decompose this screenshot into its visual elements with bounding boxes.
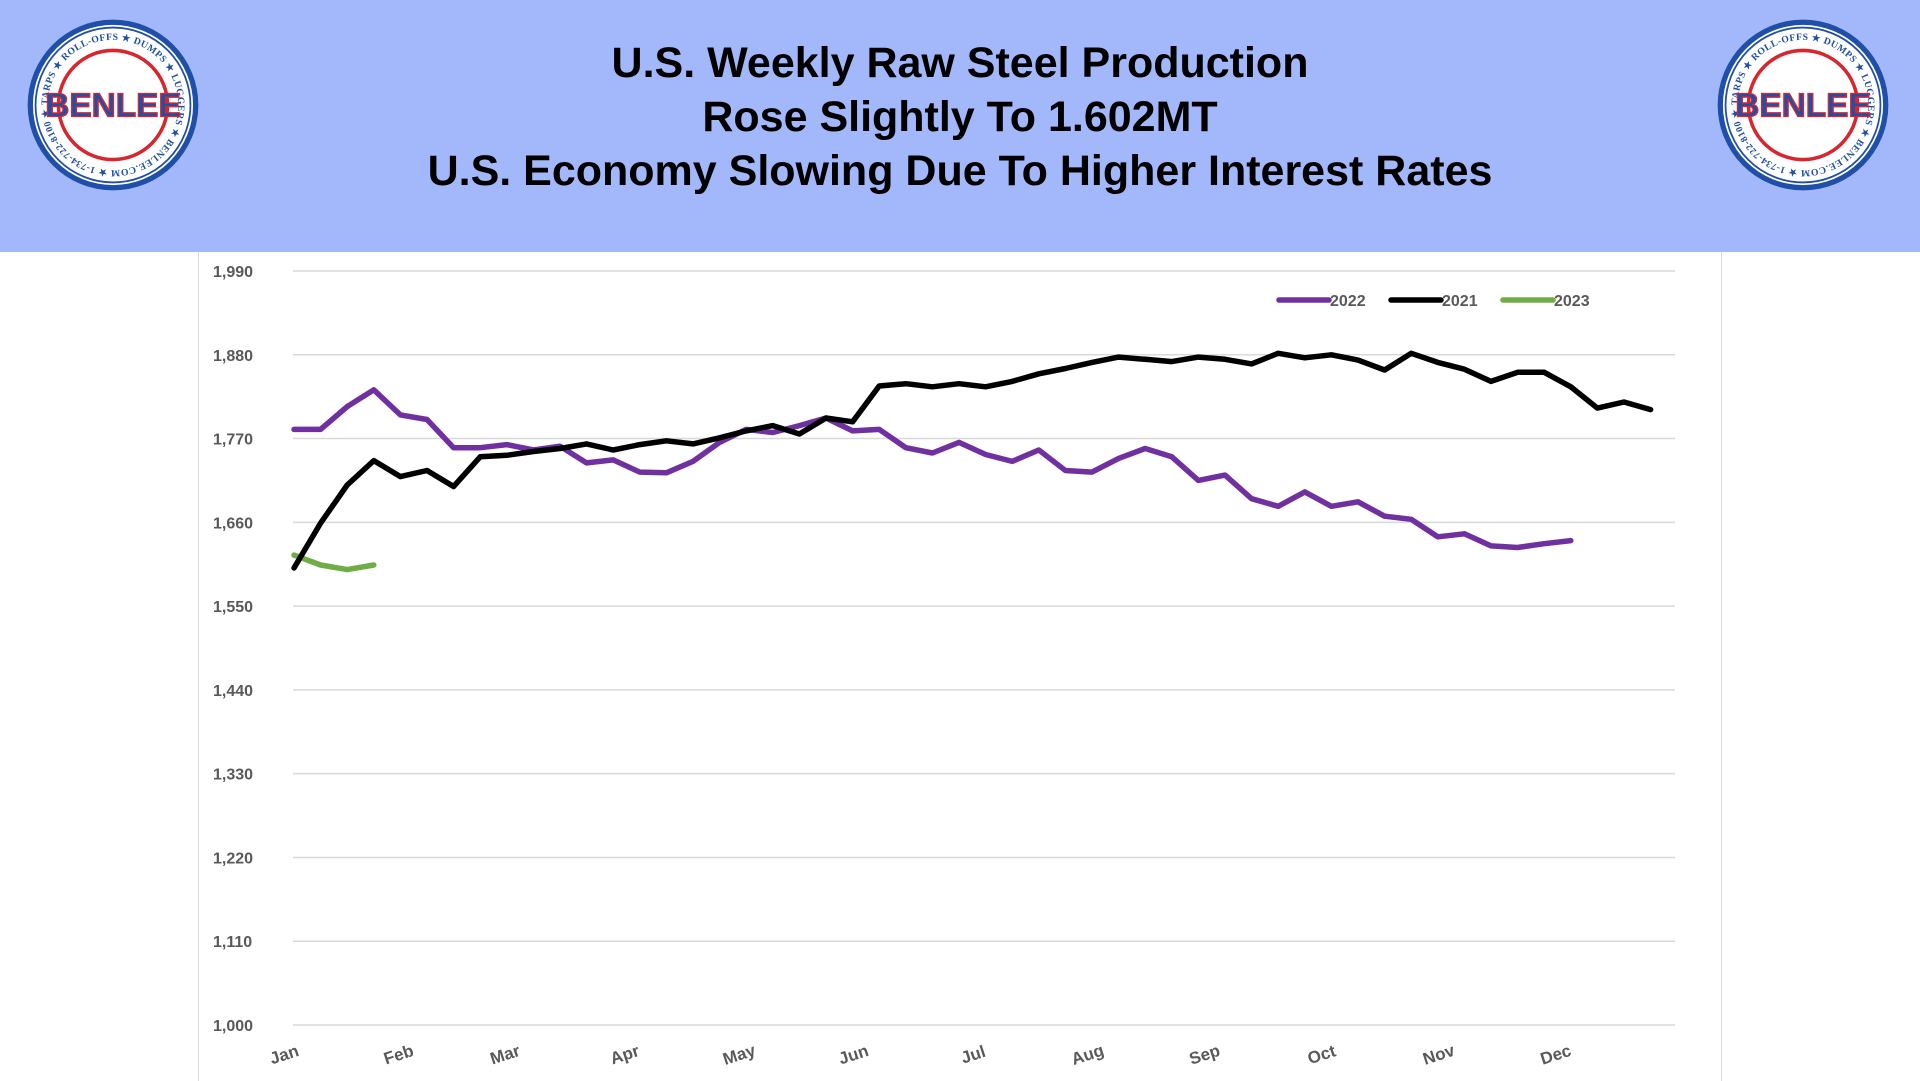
x-tick-label: Nov [1421,1041,1458,1069]
x-tick-label: Dec [1538,1041,1574,1069]
x-tick-label: Apr [608,1041,642,1068]
legend-item-2022: 2022 [1276,293,1366,310]
y-tick-label: 1,550 [213,599,253,616]
y-tick-label: 1,770 [213,432,253,449]
x-tick-label: Mar [488,1041,523,1069]
y-tick-label: 1,990 [213,264,253,281]
y-tick-label: 1,000 [213,1018,253,1035]
title-line-1: U.S. Weekly Raw Steel Production [611,39,1309,87]
logo-inner-ring [1746,48,1860,162]
y-tick-label: 1,330 [213,767,253,784]
legend-label: 2022 [1330,293,1366,310]
x-tick-label: May [720,1040,758,1068]
x-tick-label: Jul [959,1042,988,1068]
steel-production-chart: 1,000 1,110 1,220 1,330 1,440 1,550 1,660 1,770… [213,264,1675,1069]
legend-label: 2023 [1554,293,1590,310]
logo-wordmark: BENLEE [45,87,181,124]
legend-item-2023: 2023 [1500,293,1590,310]
page-title: U.S. Weekly Raw Steel Production Rose Sl… [300,36,1620,198]
x-tick-label: Sep [1187,1041,1223,1069]
x-tick-label: Oct [1305,1041,1338,1068]
title-banner: U.S. Weekly Raw Steel Production Rose Sl… [0,0,1920,252]
y-tick-label: 1,660 [213,515,253,532]
logo-wordmark: BENLEE [1735,87,1871,124]
title-line-3: U.S. Economy Slowing Due To Higher Inter… [427,147,1493,195]
series-line-2021 [291,350,1654,571]
legend: 2022 2021 2023 [1276,293,1590,310]
title-line-2: Rose Slightly To 1.602MT [702,93,1218,141]
benlee-logo-right: TARPS ★ ROLL-OFFS ★ DUMPS ★ LUGGERS ★ BE… [1715,17,1889,191]
x-tick-label: Jan [267,1041,301,1068]
x-tick-label: Aug [1069,1041,1106,1069]
y-axis-ticks: 1,000 1,110 1,220 1,330 1,440 1,550 1,660 1,770… [213,264,253,1035]
series-lines [291,350,1654,573]
y-tick-label: 1,110 [213,934,252,951]
y-tick-label: 1,440 [213,683,253,700]
x-axis-months: Jan Feb Mar Apr May Jun Jul Aug Sep Oct Nov Dec [267,1040,1573,1068]
y-tick-label: 1,220 [213,850,253,867]
chart-panel: 1,000 1,110 1,220 1,330 1,440 1,550 1,660 1,770… [198,252,1722,1081]
gridlines [293,270,1675,1026]
legend-item-2021: 2021 [1388,293,1478,310]
x-tick-label: Feb [381,1041,416,1068]
series-line-2023 [291,552,377,573]
series-line-2022 [291,387,1574,551]
logo-inner-ring [56,48,170,162]
benlee-logo-left: TARPS ★ ROLL-OFFS ★ DUMPS ★ LUGGERS ★ BE… [25,17,199,191]
legend-label: 2021 [1442,293,1478,310]
x-tick-label: Jun [836,1041,871,1068]
y-tick-label: 1,880 [213,348,253,365]
